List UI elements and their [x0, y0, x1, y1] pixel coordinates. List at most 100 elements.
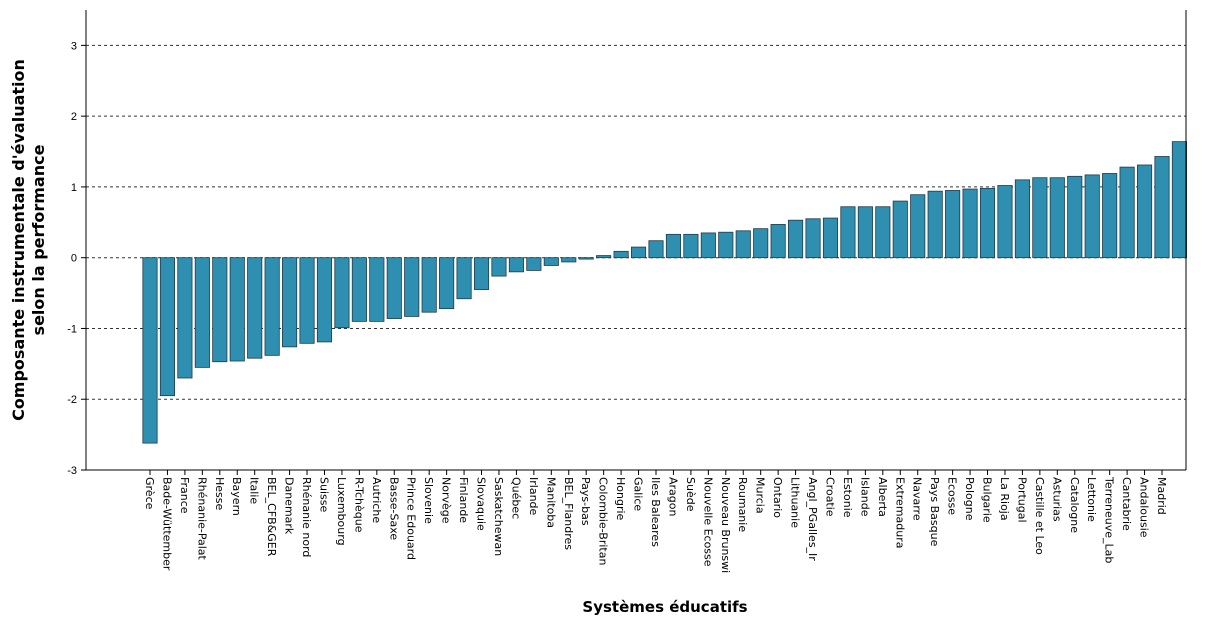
- bar: [1171, 141, 1188, 259]
- bar: [177, 257, 193, 379]
- bar: [875, 206, 891, 259]
- bar: [159, 257, 176, 397]
- x-tick-label: Pays Basque: [928, 477, 941, 547]
- x-tick-label: Norvège: [440, 477, 453, 524]
- bar: [526, 257, 542, 271]
- bar: [1067, 175, 1083, 259]
- bar: [1049, 177, 1065, 259]
- bar: [386, 257, 402, 319]
- bar: [1102, 173, 1118, 259]
- bar: [1032, 177, 1048, 259]
- plot-frame: [85, 10, 1187, 471]
- x-tick-label: Slovenie: [422, 477, 435, 524]
- bar: [212, 257, 228, 363]
- x-tick-label: Colombie-Britan: [597, 477, 610, 565]
- x-tick-label: Nouveau Brunswi: [719, 477, 732, 573]
- bar: [1119, 166, 1135, 259]
- x-tick-label: France: [178, 477, 191, 514]
- x-tick-label: Madrid: [1155, 477, 1168, 515]
- x-tick-label: Asturias: [1050, 477, 1063, 522]
- bar: [805, 218, 821, 259]
- y-tick-label: -1: [67, 323, 77, 335]
- bar: [770, 224, 786, 259]
- x-tick-label: Basse-Saxe: [387, 477, 400, 540]
- x-tick-label: Suisse: [317, 477, 330, 512]
- x-tick-label: Grèce: [143, 477, 156, 510]
- y-tick-label: 0: [71, 253, 77, 265]
- x-tick-label: Danemark: [283, 477, 296, 535]
- bar: [700, 232, 716, 259]
- bar: [840, 206, 856, 259]
- x-tick-label: Slovaquie: [475, 477, 488, 531]
- x-tick-label: Alberta: [876, 477, 889, 517]
- bar: [439, 257, 455, 310]
- x-tick-label: Aragon: [666, 477, 679, 517]
- x-tick-label: Islande: [858, 477, 871, 517]
- bar: [892, 200, 908, 259]
- x-tick-label: Andalousie: [1138, 477, 1151, 538]
- bar: [613, 250, 629, 259]
- bar: [264, 257, 280, 356]
- bar: [735, 230, 751, 259]
- x-axis-ticks: Grèce Bade-Wüttember France Rhénanie-Palat H…: [143, 470, 1168, 573]
- bar: [822, 217, 839, 259]
- x-tick-label: Lettonie: [1085, 477, 1098, 522]
- x-axis-title: Systèmes éducatifs: [582, 598, 747, 616]
- bar: [1154, 156, 1170, 259]
- x-tick-label: BEL_CFB&GER: [265, 477, 278, 557]
- bar: [1014, 179, 1030, 259]
- x-tick-label: Rhénanie nord: [300, 477, 313, 557]
- x-tick-label: Bayern: [230, 477, 243, 516]
- x-tick-label: Portugal: [1015, 477, 1028, 523]
- bar: [857, 206, 873, 259]
- x-tick-label: Cantabrie: [1120, 477, 1133, 531]
- bar: [578, 257, 594, 260]
- bar: [1136, 164, 1153, 259]
- x-tick-label: Finlande: [457, 477, 470, 523]
- x-tick-label: Irlande: [527, 477, 540, 516]
- x-tick-label: Castille et Leo: [1033, 477, 1046, 555]
- bar: [421, 257, 437, 313]
- x-tick-label: Catalogne: [1068, 477, 1081, 533]
- bar: [753, 228, 769, 259]
- x-tick-label: Bade-Wüttember: [160, 477, 173, 571]
- y-axis-title-line1: Composante instrumentale d'évaluation: [9, 59, 28, 421]
- y-tick-label: -3: [67, 465, 77, 477]
- bar: [369, 257, 385, 322]
- bar: [561, 257, 577, 263]
- x-tick-label: BEL_Flandres: [562, 477, 575, 550]
- x-tick-label: Murcia: [754, 477, 767, 514]
- bar: [282, 257, 298, 348]
- bar: [473, 257, 490, 290]
- bar: [1084, 174, 1100, 259]
- x-tick-label: Ecosse: [946, 477, 959, 515]
- x-tick-label: Pays-bas: [579, 477, 592, 526]
- x-tick-label: Iles Baleares: [649, 477, 662, 547]
- bar: [334, 257, 350, 329]
- bar: [543, 257, 559, 266]
- bars: [142, 141, 1188, 444]
- x-tick-label: Hesse: [213, 477, 226, 511]
- x-tick-label: Angl_PGalles_Ir: [806, 477, 819, 561]
- x-tick-label: Bulgarie: [981, 477, 994, 523]
- x-tick-label: Lithuanie: [789, 477, 802, 528]
- bar: [142, 257, 158, 444]
- bar: [788, 219, 804, 259]
- bar: [648, 240, 664, 259]
- bar: [508, 257, 524, 273]
- bar: [962, 188, 978, 259]
- x-tick-label: Prince Edouard: [405, 477, 418, 560]
- bar: [596, 255, 612, 259]
- x-tick-label: Roumanie: [736, 477, 749, 532]
- y-tick-label: -2: [67, 394, 77, 406]
- bar: [683, 233, 699, 259]
- y-axis-ticks: -3 -2 -1 0 1 2 3: [67, 40, 86, 477]
- bar: [491, 257, 507, 277]
- x-tick-label: Saskatchewan: [492, 477, 505, 556]
- x-tick-label: Autriche: [370, 477, 383, 523]
- x-tick-label: Terreneuve_Lab: [1103, 476, 1116, 563]
- bar: [229, 257, 245, 362]
- x-tick-label: Nouvelle Ecosse: [701, 477, 714, 567]
